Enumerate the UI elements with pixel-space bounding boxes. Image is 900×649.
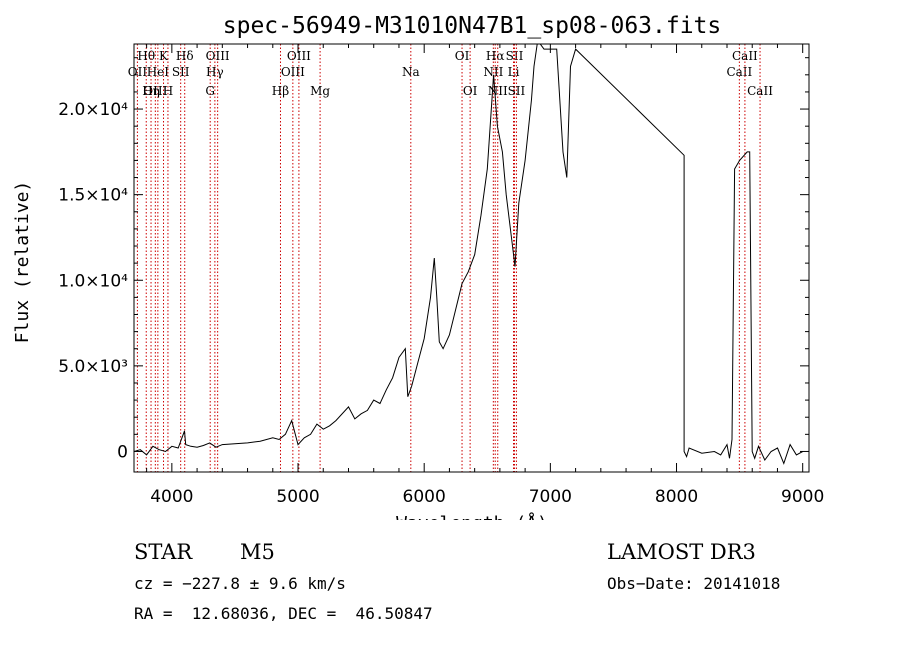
- line-label-Li: Li: [508, 65, 520, 79]
- x-tick-label: 4000: [150, 487, 193, 507]
- line-label-G: G: [205, 84, 215, 98]
- observation-date: Obs−Date: 20141018: [607, 574, 781, 593]
- x-tick-label: 8000: [655, 487, 698, 507]
- line-label-SII-6731: SII: [508, 84, 526, 98]
- spectrum-chart: spec-56949-M31010N47B1_sp08-063.fits OII…: [12, 13, 824, 520]
- line-label-H: H: [163, 84, 173, 98]
- line-label-H-gamma: Hγ: [206, 65, 224, 79]
- x-tick-label: 9000: [781, 487, 824, 507]
- line-label-K: K: [159, 49, 169, 63]
- line-label-OIII-4363: OIII: [206, 49, 230, 63]
- line-label-NII-6548: NII: [483, 65, 503, 79]
- y-axis-label: Flux (relative): [12, 181, 33, 344]
- x-tick-label: 5000: [276, 487, 319, 507]
- chart-title: spec-56949-M31010N47B1_sp08-063.fits: [223, 13, 722, 39]
- y-tick-label: 5.0×10³: [58, 357, 128, 377]
- object-class: STAR: [134, 540, 193, 564]
- redshift-velocity: cz = −227.8 ± 9.6 km/s: [134, 574, 346, 593]
- y-tick-label: 1.5×10⁴: [58, 186, 128, 206]
- x-tick-label: 7000: [529, 487, 572, 507]
- line-label-SII-4070: SII: [172, 65, 190, 79]
- line-label-CaII-8542: CaII: [732, 49, 758, 63]
- line-label-Na: Na: [402, 65, 420, 79]
- plot-frame: [133, 43, 810, 473]
- line-label-Mg: Mg: [310, 84, 330, 98]
- line-label-OII: OII: [128, 65, 148, 79]
- coordinates: RA = 12.68036, DEC = 46.50847: [134, 604, 433, 623]
- line-label-CaII-8662: CaII: [747, 84, 773, 98]
- x-tick-label: 6000: [403, 487, 446, 507]
- emission-line-markers: OII Hθ OIII HeI K Hη H SII Hδ G Hγ OIII Hβ OIII OIII Mg…: [128, 44, 773, 472]
- line-label-OIII-3869: OIII: [143, 84, 167, 98]
- survey-name: LAMOST DR3: [607, 540, 756, 564]
- line-label-SII-6716: SII: [506, 49, 524, 63]
- line-label-OIII-4959: OIII: [281, 65, 305, 79]
- y-tick-label: 1.0×10⁴: [58, 271, 128, 291]
- series-layer: [134, 44, 803, 465]
- line-label-CaII-8498: CaII: [726, 65, 752, 79]
- line-label-NII-6583: NII: [488, 84, 508, 98]
- line-label-OI-6300: OI: [455, 49, 470, 63]
- line-label-OI-6364: OI: [463, 84, 478, 98]
- y-tick-label: 2.0×10⁴: [58, 100, 128, 120]
- line-label-HeI: HeI: [147, 65, 170, 79]
- line-label-H-beta: Hβ: [272, 84, 289, 98]
- line-label-OIII-5007: OIII: [287, 49, 311, 63]
- line-label-H-delta: Hδ: [176, 49, 194, 63]
- object-subclass: M5: [240, 540, 275, 564]
- x-axis-label: Wavelength (Å): [396, 512, 548, 520]
- line-label-H-eta: Hη: [142, 84, 160, 98]
- line-label-H-alpha: Hα: [486, 49, 505, 63]
- line-label-H-theta: Hθ: [137, 49, 155, 63]
- axis-ticks: 4000 5000 6000 7000 8000 9000 0 5.0×10³ 1.0×10⁴ 1…: [58, 44, 824, 507]
- series-line-spectrum: [134, 44, 803, 465]
- y-tick-label: 0: [117, 442, 128, 462]
